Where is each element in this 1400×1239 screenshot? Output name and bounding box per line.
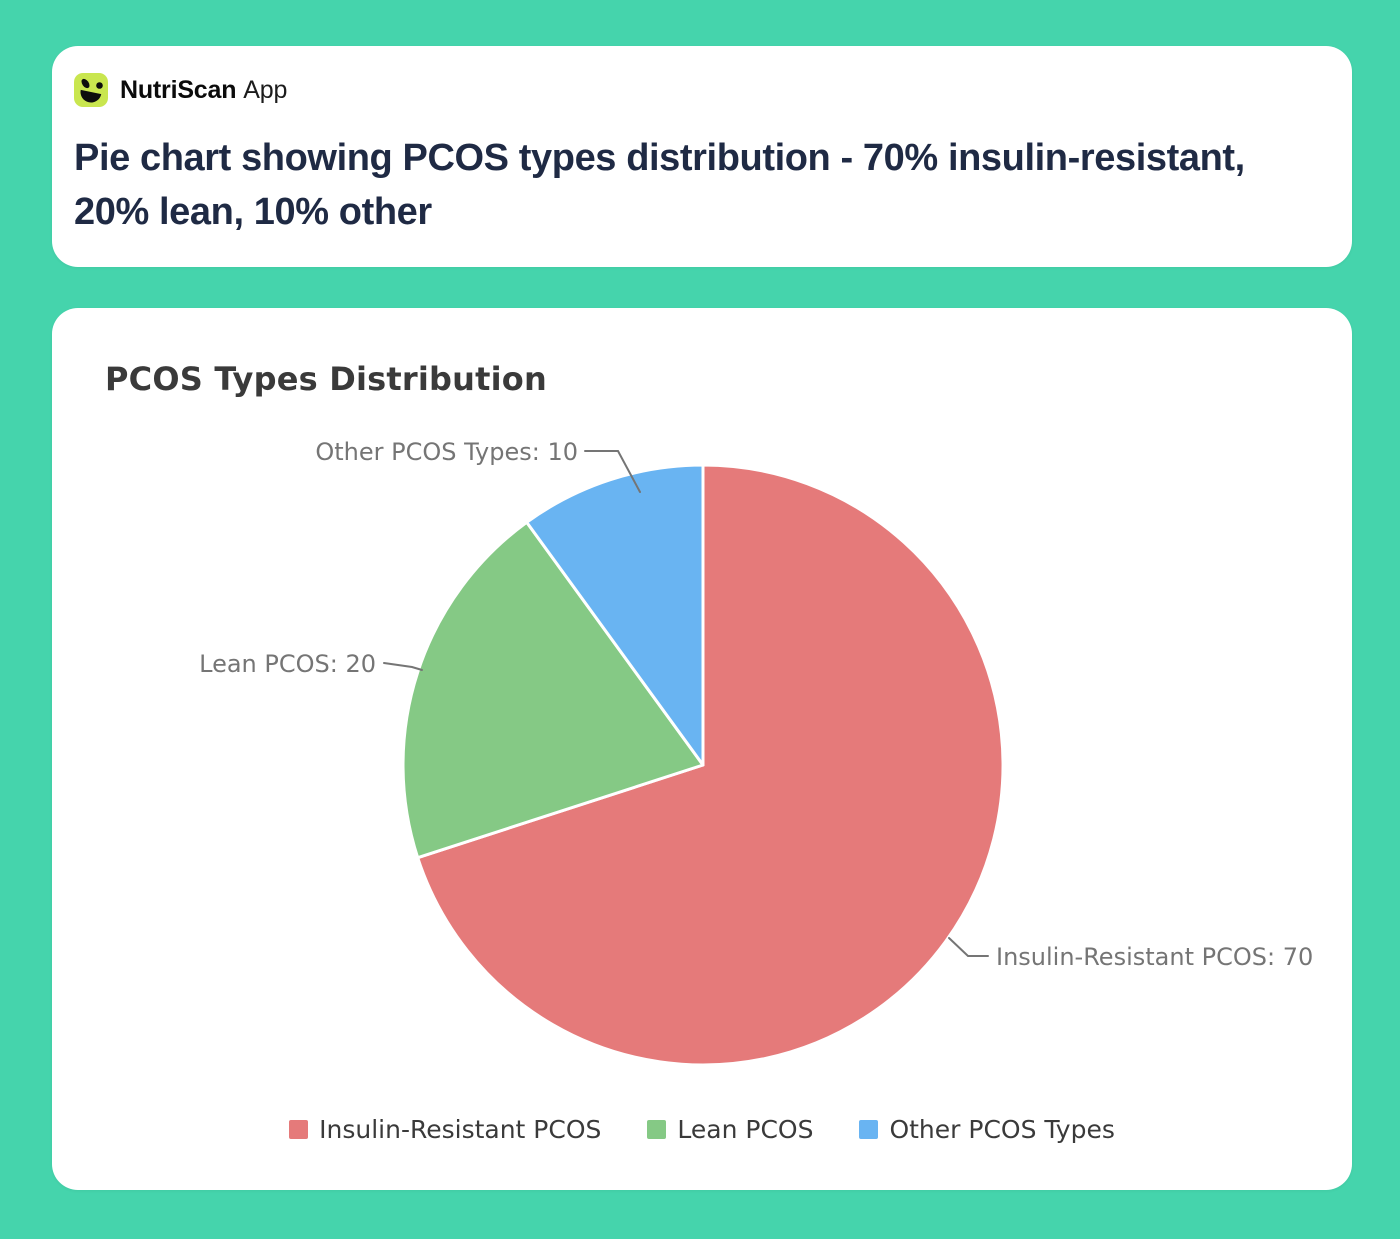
chart-legend: Insulin-Resistant PCOS Lean PCOS Other P…: [52, 1115, 1352, 1144]
callout-line-other: [584, 450, 641, 493]
legend-item-other: Other PCOS Types: [859, 1115, 1115, 1144]
bowl-leaf-icon: [80, 78, 103, 103]
legend-label-other: Other PCOS Types: [889, 1115, 1115, 1144]
legend-swatch-other: [859, 1120, 879, 1139]
app-name: NutriScan App: [120, 76, 287, 105]
legend-swatch-insulin-resistant: [289, 1120, 309, 1139]
legend-item-insulin-resistant: Insulin-Resistant PCOS: [289, 1115, 601, 1144]
pie-slice-insulin-resistant: [416, 463, 1005, 1067]
callout-line-insulin-resistant: [948, 937, 989, 957]
app-logo: NutriScan App: [74, 73, 1328, 107]
nutriscan-logo-icon: [74, 73, 108, 107]
legend-label-lean: Lean PCOS: [677, 1115, 814, 1144]
brand-name: NutriScan: [120, 75, 237, 104]
callout-line-lean: [383, 662, 423, 671]
callout-label-lean: Lean PCOS: 20: [199, 650, 376, 678]
pie-chart: Other PCOS Types: 10 Lean PCOS: 20 Insul…: [199, 438, 1313, 1067]
brand-suffix: App: [243, 75, 288, 104]
legend-label-insulin-resistant: Insulin-Resistant PCOS: [319, 1115, 602, 1144]
callout-label-insulin-resistant: Insulin-Resistant PCOS: 70: [996, 943, 1313, 971]
page-title: Pie chart showing PCOS types distributio…: [74, 137, 1245, 233]
callout-label-other: Other PCOS Types: 10: [315, 438, 578, 466]
chart-card: PCOS Types Distribution Other PCOS Types…: [52, 308, 1352, 1190]
legend-item-lean: Lean PCOS: [647, 1115, 813, 1144]
pie-slice-other: [525, 463, 705, 767]
legend-swatch-lean: [647, 1120, 667, 1139]
chart-title: PCOS Types Distribution: [105, 360, 547, 398]
pie-slice-lean: [401, 520, 705, 860]
header-card: NutriScan App Pie chart showing PCOS type…: [52, 46, 1352, 267]
